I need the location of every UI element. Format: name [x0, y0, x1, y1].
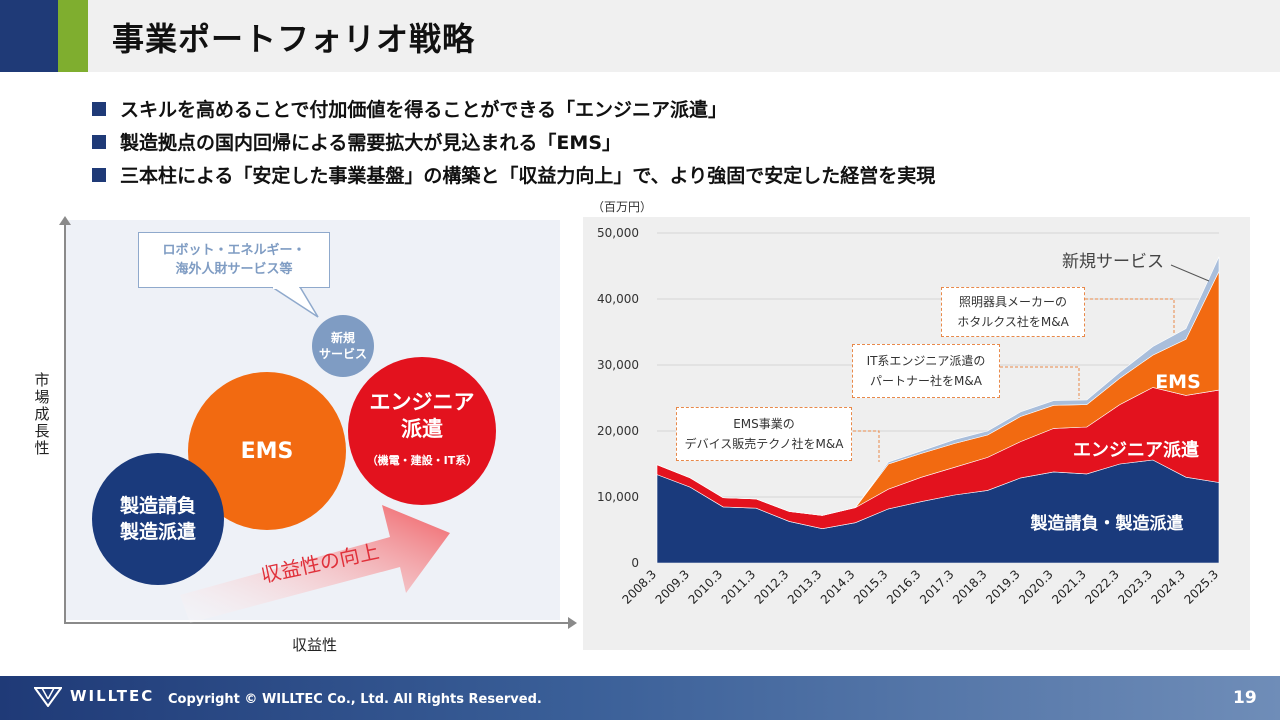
- circle-label: 製造派遣: [119, 521, 196, 543]
- x-axis-line: [64, 622, 570, 624]
- title-accent-green: [58, 0, 88, 72]
- leader-line: [1170, 264, 1210, 282]
- annotation-line: デバイス販売テクノ社をM&A: [684, 437, 844, 451]
- x-tick-label: 2023.3: [1115, 567, 1155, 607]
- x-tick-label: 2014.3: [818, 567, 858, 607]
- willtec-logo: WILLTEC: [34, 685, 154, 707]
- callout-line: ロボット・エネルギー・: [162, 243, 306, 258]
- x-tick-label: 2016.3: [884, 567, 924, 607]
- x-tick-label: 2017.3: [917, 567, 957, 607]
- annotation-line: EMS事業の: [733, 417, 795, 431]
- x-tick-label: 2010.3: [686, 567, 726, 607]
- page-title: 事業ポートフォリオ戦略: [112, 20, 476, 58]
- y-tick-label: 10,000: [597, 490, 639, 504]
- annotation-it-ma: IT系エンジニア派遣の パートナー社をM&A: [852, 344, 1000, 398]
- bullet-text: 製造拠点の国内回帰による需要拡大が見込まれる「EMS」: [120, 132, 622, 154]
- y-axis-line: [64, 222, 66, 624]
- callout-box: ロボット・エネルギー・ 海外人財サービス等: [138, 232, 330, 288]
- area-series-4: [656, 256, 1220, 516]
- willtec-logo-icon: [34, 687, 62, 707]
- series-label: エンジニア派遣: [1073, 439, 1199, 461]
- x-axis-label: 収益性: [292, 636, 338, 654]
- leader-line: [1085, 298, 1175, 335]
- y-axis-label: 市場成長性: [34, 371, 50, 457]
- y-tick-label: 20,000: [597, 424, 639, 438]
- x-tick-label: 2009.3: [653, 567, 693, 607]
- annotation-light-ma: 照明器具メーカーの ホタルクス社をM&A: [941, 287, 1085, 337]
- x-axis-arrow-icon: [568, 617, 577, 629]
- x-tick-label: 2019.3: [983, 567, 1023, 607]
- circle-label: 派遣: [401, 416, 443, 441]
- circle-label: サービス: [318, 347, 367, 361]
- y-tick-label: 50,000: [597, 226, 639, 240]
- x-tick-label: 2018.3: [950, 567, 990, 607]
- annotation-ems-ma: EMS事業の デバイス販売テクノ社をM&A: [676, 407, 852, 461]
- brand-name: WILLTEC: [70, 687, 155, 705]
- series-label: 製造請負・製造派遣: [1030, 513, 1184, 534]
- bullet-text: 三本柱による「安定した事業基盤」の構築と「収益力向上」で、より強固で安定した経営…: [120, 165, 936, 187]
- x-tick-label: 2011.3: [719, 567, 759, 607]
- circle-label: 新規: [330, 331, 355, 345]
- annotation-line: 照明器具メーカーの: [958, 295, 1067, 309]
- callout-tail-icon: [270, 287, 319, 318]
- annotation-line: IT系エンジニア派遣の: [866, 354, 986, 368]
- y-tick-label: 30,000: [597, 358, 639, 372]
- x-tick-label: 2008.3: [620, 567, 660, 607]
- series-label: EMS: [1155, 371, 1201, 393]
- growth-arrow-icon: [180, 505, 450, 623]
- bullet-text: スキルを高めることで付加価値を得ることができる「エンジニア派遣」: [120, 99, 728, 121]
- bullet-item: スキルを高めることで付加価値を得ることができる「エンジニア派遣」: [92, 92, 935, 125]
- square-bullet-icon: [92, 134, 106, 149]
- circle-label: EMS: [240, 438, 294, 464]
- x-tick-label: 2020.3: [1016, 567, 1056, 607]
- x-tick-label: 2012.3: [752, 567, 792, 607]
- circle-engineer-dispatch: エンジニア 派遣 （機電・建設・IT系）: [348, 357, 496, 505]
- copyright-text: Copyright © WILLTEC Co., Ltd. All Rights…: [168, 692, 542, 707]
- circle-label: エンジニア: [369, 389, 475, 414]
- series-label: 新規サービス: [1062, 252, 1164, 272]
- y-axis-arrow-icon: [59, 216, 71, 225]
- leader-line: [1000, 366, 1080, 399]
- page-number: 19: [1233, 688, 1257, 708]
- circle-manufacturing: 製造請負 製造派遣: [92, 453, 224, 585]
- x-tick-label: 2021.3: [1049, 567, 1089, 607]
- x-tick-label: 2015.3: [851, 567, 891, 607]
- title-bar: [0, 0, 1280, 72]
- square-bullet-icon: [92, 101, 106, 116]
- x-tick-label: 2022.3: [1082, 567, 1122, 607]
- square-bullet-icon: [92, 167, 106, 182]
- title-accent-blue: [0, 0, 58, 72]
- chart-unit-label: （百万円）: [592, 200, 653, 214]
- circle-new-service: 新規 サービス: [312, 315, 374, 377]
- circle-sublabel: （機電・建設・IT系）: [366, 453, 478, 467]
- bullet-item: 三本柱による「安定した事業基盤」の構築と「収益力向上」で、より強固で安定した経営…: [92, 158, 935, 191]
- bullet-item: 製造拠点の国内回帰による需要拡大が見込まれる「EMS」: [92, 125, 935, 158]
- x-tick-label: 2025.3: [1182, 567, 1222, 607]
- footer-bar: [0, 676, 1280, 720]
- stacked-area-chart: 0 10,000 20,000 30,000 40,000 50,000 2008.3200…: [597, 226, 1222, 607]
- circle-label: 製造請負: [119, 495, 196, 517]
- annotation-line: ホタルクス社をM&A: [957, 315, 1069, 329]
- x-tick-label: 2013.3: [785, 567, 825, 607]
- y-tick-label: 0: [631, 556, 639, 570]
- x-tick-label: 2024.3: [1148, 567, 1188, 607]
- callout-line: 海外人財サービス等: [175, 262, 293, 277]
- leader-line: [853, 430, 880, 462]
- y-tick-label: 40,000: [597, 292, 639, 306]
- annotation-line: パートナー社をM&A: [870, 374, 982, 388]
- bullet-list: スキルを高めることで付加価値を得ることができる「エンジニア派遣」 製造拠点の国内…: [92, 92, 935, 191]
